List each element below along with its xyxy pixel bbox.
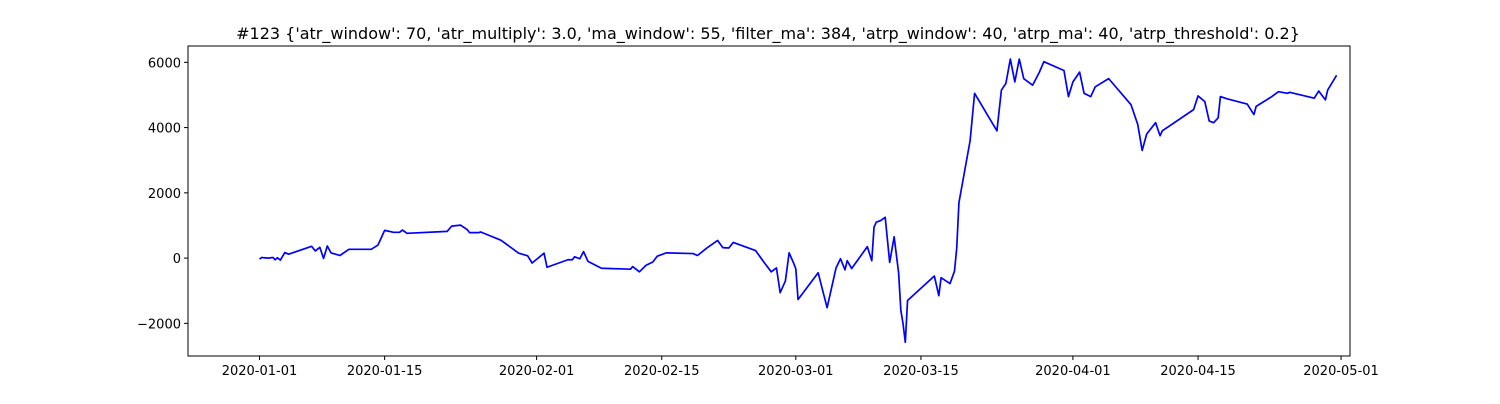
x-axis: 2020-01-01 2020-01-15 2020-02-01 2020-02-15…	[222, 356, 1379, 379]
y-tick-label: 2000	[148, 187, 181, 202]
y-axis: −2000 0 2000 4000 6000	[137, 56, 188, 332]
chart-title: #123 {'atr_window': 70, 'atr_multiply': …	[236, 24, 1300, 44]
x-tick-label: 2020-01-15	[347, 364, 423, 379]
y-tick-label: 0	[173, 252, 181, 267]
x-tick-label: 2020-04-01	[1035, 364, 1111, 379]
plot-area	[187, 45, 1351, 357]
y-tick-label: 4000	[148, 122, 181, 137]
series-line-0	[259, 58, 1338, 344]
x-tick-label: 2020-03-01	[758, 364, 834, 379]
x-tick-label: 2020-02-15	[624, 364, 700, 379]
x-tick-label: 2020-01-01	[222, 364, 298, 379]
x-tick-label: 2020-03-15	[883, 364, 959, 379]
y-tick-label: −2000	[137, 317, 181, 332]
x-tick-label: 2020-02-01	[499, 364, 575, 379]
plot-frame	[187, 45, 1351, 357]
x-tick-label: 2020-05-01	[1303, 364, 1379, 379]
x-tick-label: 2020-04-15	[1160, 364, 1236, 379]
y-tick-label: 6000	[148, 56, 181, 71]
